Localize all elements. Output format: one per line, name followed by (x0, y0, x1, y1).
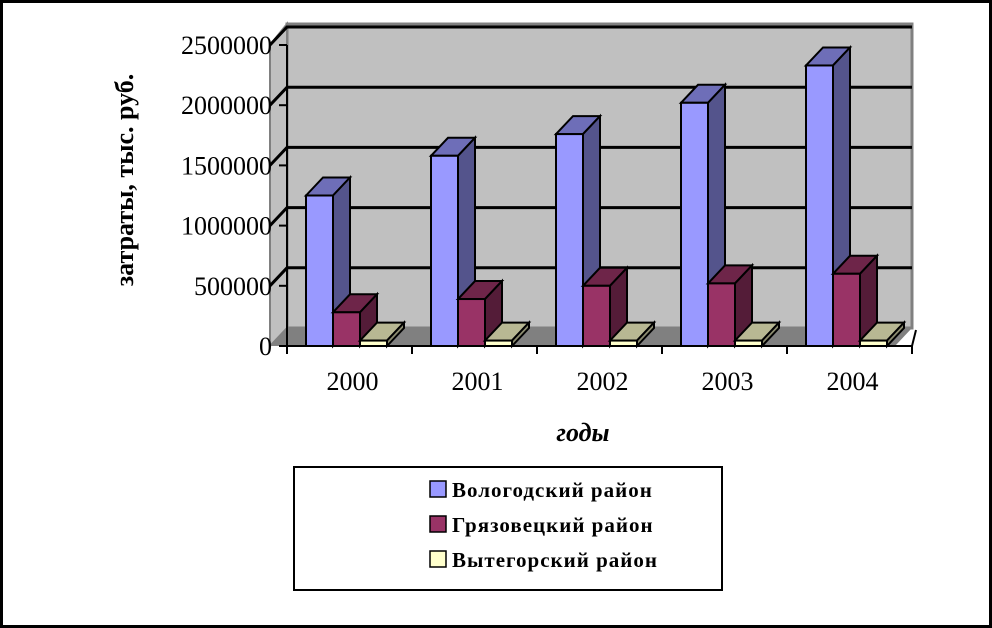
bar (732, 320, 782, 349)
legend-swatch (429, 550, 447, 568)
legend-item: Вологодский район (429, 478, 653, 502)
bar (705, 262, 755, 349)
y-tick-label: 1500000 (181, 151, 272, 180)
y-tick-label: 500000 (194, 272, 272, 301)
y-tick-label: 0 (259, 332, 272, 361)
bar (455, 278, 505, 349)
legend-label: Грязовецкий район (452, 513, 654, 537)
gridline (268, 25, 912, 47)
x-axis-end (911, 329, 917, 347)
plot-side-wall (269, 21, 288, 349)
bar (580, 265, 630, 349)
bar (303, 174, 353, 349)
y-tick-label: 1000000 (181, 212, 272, 241)
bar (857, 320, 907, 349)
bar (607, 320, 657, 349)
y-axis-label: затраты, тыс. руб. (110, 74, 139, 287)
legend-box (293, 466, 723, 591)
x-tick-label: 2002 (577, 367, 629, 396)
legend-item: Вытегорский район (429, 548, 658, 572)
x-axis-label: годы (556, 418, 609, 447)
x-tick-label: 2004 (827, 367, 879, 396)
legend-swatch (429, 515, 447, 533)
y-tick-label: 2000000 (181, 91, 272, 120)
y-tick-label: 2500000 (181, 31, 272, 60)
bar (803, 44, 853, 349)
legend-label: Вологодский район (452, 478, 653, 502)
x-tick-label: 2000 (327, 367, 379, 396)
bar (482, 320, 532, 349)
x-tick-label: 2001 (452, 367, 504, 396)
legend-item: Грязовецкий район (429, 513, 654, 537)
x-tick-label: 2003 (702, 367, 754, 396)
legend-label: Вытегорский район (452, 548, 658, 572)
legend-swatch (429, 480, 447, 498)
bar (330, 291, 380, 349)
